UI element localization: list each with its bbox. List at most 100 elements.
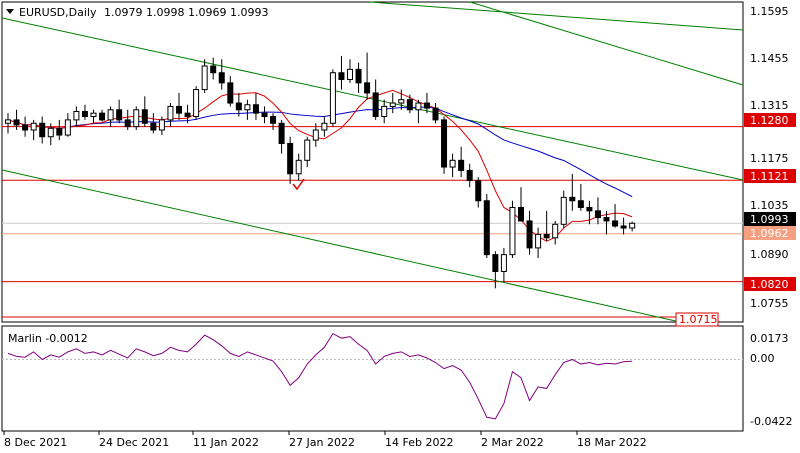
candle [475, 177, 482, 208]
candle [594, 197, 601, 225]
level-tag-box [744, 277, 796, 291]
candle-body [99, 112, 106, 121]
candle-body [560, 196, 567, 225]
candle [210, 57, 217, 80]
candle [543, 210, 550, 242]
candle-body [372, 92, 379, 118]
candle-body [39, 122, 46, 138]
candle-body [552, 223, 559, 239]
candle-body [620, 225, 627, 229]
candle [13, 109, 20, 130]
candle [252, 92, 259, 120]
bid-price-label: 1.0962 [750, 227, 789, 240]
level-tag-box [744, 169, 796, 183]
candle [338, 55, 345, 90]
candle-body [287, 142, 294, 175]
candle [329, 69, 336, 127]
time-tick-label: 18 Mar 2022 [577, 436, 647, 449]
candle-body [398, 99, 405, 104]
candle-body [107, 109, 114, 121]
candle-body [252, 104, 259, 114]
candle [603, 210, 610, 235]
candle-body [466, 169, 473, 182]
candle [150, 113, 157, 134]
candle-body [167, 105, 174, 121]
candle-body [210, 65, 217, 74]
candle-body [30, 122, 37, 131]
candle-body [483, 200, 490, 256]
collapse-triangle-icon[interactable] [6, 9, 14, 14]
candle-body [90, 112, 97, 118]
candle [355, 62, 362, 93]
price-tick-label: 1.1315 [750, 99, 789, 112]
candle-body [13, 119, 20, 126]
candle-body [586, 206, 593, 212]
candle [47, 123, 54, 146]
candle-body [73, 110, 80, 121]
price-tick-label: 1.1175 [750, 152, 789, 165]
oscillator-panel [1, 325, 744, 432]
candle-body [355, 68, 362, 84]
candle [278, 119, 285, 154]
candle [158, 116, 165, 136]
candle [141, 96, 148, 127]
channel-line-upper [369, 1, 744, 31]
candle [81, 104, 88, 120]
candle-body [150, 122, 157, 131]
candle [22, 116, 29, 137]
candle [612, 204, 619, 228]
candle [629, 221, 636, 232]
candle-body [158, 119, 165, 131]
candle [124, 109, 131, 130]
candle [466, 163, 473, 188]
candle-body [364, 82, 371, 94]
price-panel [1, 1, 744, 323]
candlesticks [5, 52, 636, 289]
candle-body [612, 220, 619, 227]
candle-body [184, 112, 191, 118]
level-tag-0715: 1.0715 [679, 313, 718, 326]
candle-body [304, 139, 311, 161]
candle [441, 116, 448, 174]
candle-body [218, 72, 225, 84]
candle-body [47, 127, 54, 138]
candle [458, 146, 465, 178]
time-axis: 8 Dec 2021 24 Dec 2021 11 Jan 2022 27 Ja… [3, 431, 647, 449]
time-tick-label: 2 Mar 2022 [481, 436, 544, 449]
candle-body [415, 102, 422, 111]
candle [347, 59, 353, 83]
candle-body [406, 99, 413, 111]
time-tick-label: 11 Jan 2022 [193, 436, 259, 449]
trend-channel [1, 1, 744, 323]
candle-body [535, 233, 542, 249]
time-tick-label: 14 Feb 2022 [385, 436, 453, 449]
candle-body [56, 127, 63, 136]
price-tick-label: 1.1455 [750, 52, 789, 65]
candle [270, 113, 277, 130]
candle [321, 116, 328, 137]
candle-body [295, 159, 302, 175]
candle-body [227, 82, 234, 104]
candle-body [176, 105, 182, 114]
candle [620, 217, 627, 235]
candle-body [116, 109, 123, 121]
candle [312, 123, 319, 147]
candle [244, 99, 251, 120]
price-tick-label: 1.0755 [750, 297, 789, 310]
candle-body [629, 222, 636, 229]
candle [30, 119, 37, 141]
candle [184, 104, 191, 124]
price-tick-label: 1.1035 [750, 199, 789, 212]
time-tick-label: 27 Jan 2022 [289, 436, 355, 449]
price-axis: 1.1595 1.1455 1.1315 1.1175 1.1035 1.089… [750, 5, 789, 310]
candle-body [141, 109, 148, 124]
candle [227, 76, 234, 107]
price-tick-label: 1.1595 [750, 5, 789, 18]
current-price-label: 1.0993 [750, 213, 789, 226]
candle [201, 59, 208, 93]
candle-body [389, 102, 396, 107]
candle [167, 103, 174, 127]
candle [535, 227, 542, 258]
level-tag-box [744, 113, 796, 127]
